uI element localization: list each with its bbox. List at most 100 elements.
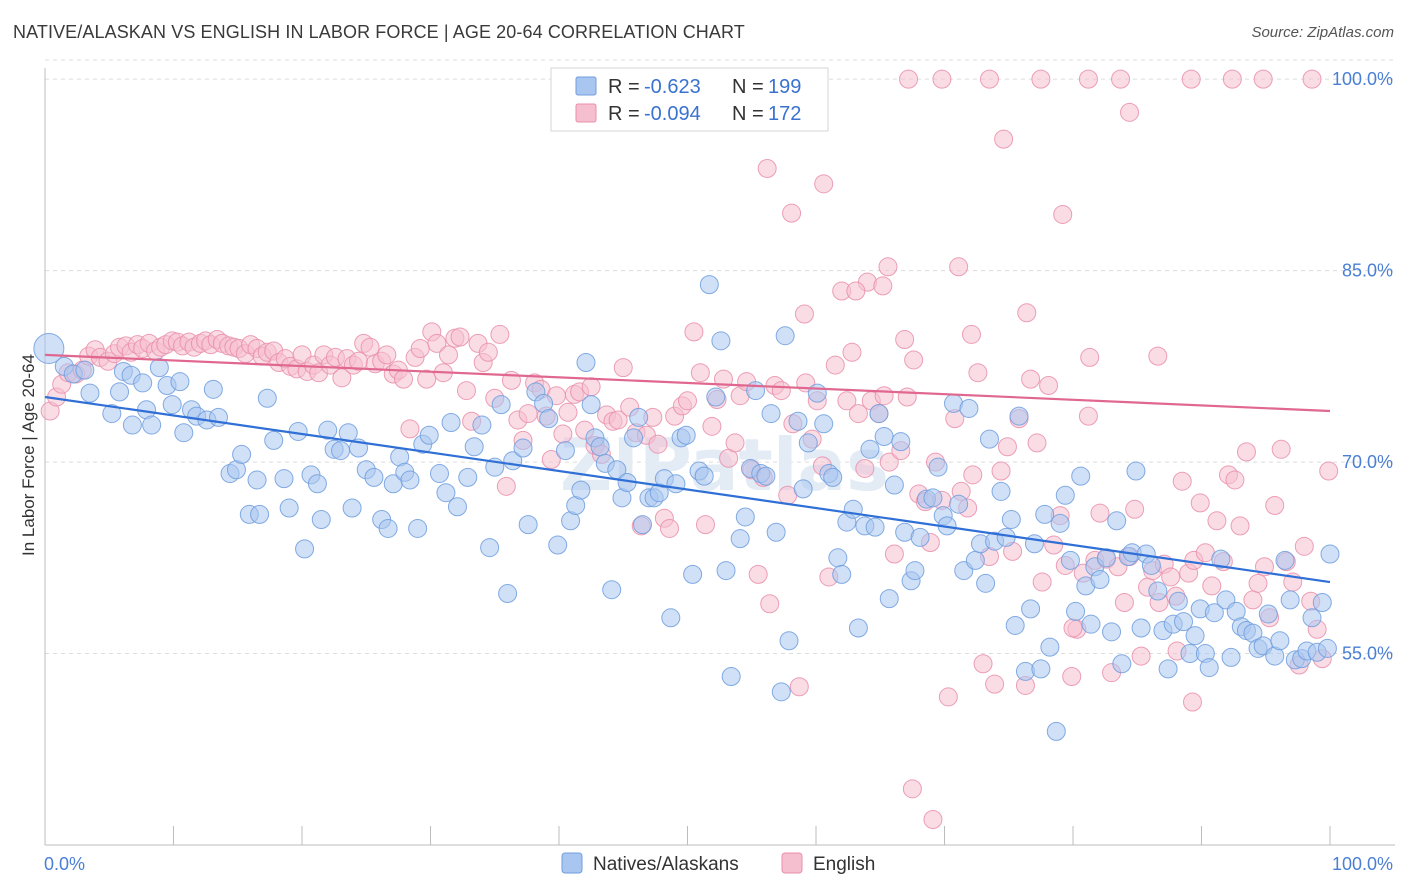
native-point <box>865 517 885 537</box>
native-point <box>959 398 979 418</box>
english-point <box>842 342 862 362</box>
native-point <box>1071 466 1091 486</box>
native-point <box>661 608 681 628</box>
english-point <box>410 338 430 358</box>
native-point <box>843 499 863 519</box>
english-point <box>895 330 915 350</box>
native-point <box>75 360 95 380</box>
legend-n-label: N = <box>732 76 764 98</box>
native-point <box>539 409 559 429</box>
native-point <box>735 507 755 527</box>
english-point <box>1190 493 1210 513</box>
english-point <box>878 257 898 277</box>
english-point <box>848 404 868 424</box>
native-point <box>602 580 622 600</box>
legend-n-value: 172 <box>768 103 801 125</box>
native-point <box>1035 504 1055 524</box>
english-point <box>884 544 904 564</box>
legend-swatch-native <box>575 76 597 96</box>
english-point <box>1271 439 1291 459</box>
native-point <box>694 466 714 486</box>
native-point <box>746 381 766 401</box>
native-point <box>364 467 384 487</box>
english-point <box>1253 69 1273 89</box>
native-point <box>1050 513 1070 533</box>
native-point <box>1158 659 1178 679</box>
english-point <box>1183 692 1203 712</box>
english-point <box>417 369 437 389</box>
english-point <box>1161 567 1181 587</box>
native-point <box>1211 549 1231 569</box>
english-point <box>1044 535 1064 555</box>
native-point <box>513 438 533 458</box>
native-point <box>1317 638 1337 658</box>
native-point <box>203 379 223 399</box>
native-point <box>711 331 731 351</box>
english-point <box>541 450 561 470</box>
english-point <box>949 257 969 277</box>
english-point <box>496 476 516 496</box>
native-point <box>331 441 351 461</box>
english-point <box>897 387 917 407</box>
native-point <box>250 504 270 524</box>
native-point <box>102 404 122 424</box>
native-point <box>828 548 848 568</box>
english-point <box>757 158 777 178</box>
english-point <box>1302 69 1322 89</box>
native-point <box>1060 550 1080 570</box>
english-point <box>846 281 866 301</box>
english-point <box>1053 204 1073 224</box>
english-point <box>904 350 924 370</box>
native-point <box>80 383 100 403</box>
native-point <box>766 522 786 542</box>
native-point <box>699 275 719 295</box>
y-axis-label: In Labor Force | Age 20-64 <box>19 354 38 556</box>
native-point <box>633 515 653 535</box>
english-point <box>394 369 414 389</box>
native-point <box>1148 581 1168 601</box>
native-point <box>311 510 331 530</box>
native-point <box>174 423 194 443</box>
native-point <box>869 404 889 424</box>
native-point <box>576 353 596 373</box>
english-point <box>1319 461 1339 481</box>
native-point <box>910 527 930 547</box>
english-point <box>478 342 498 362</box>
english-point <box>879 452 899 472</box>
native-point <box>307 474 327 494</box>
english-point <box>1063 618 1083 638</box>
english-point <box>1062 667 1082 687</box>
native-point <box>1102 622 1122 642</box>
english-point <box>725 433 745 453</box>
native-point <box>518 515 538 535</box>
english-point <box>581 377 601 397</box>
english-point <box>997 437 1017 457</box>
native-point <box>436 483 456 503</box>
native-point <box>976 573 996 593</box>
bottom-legend-swatch-english <box>781 852 803 874</box>
legend: R = -0.623 N = 199 R = -0.094 N = 172 <box>550 67 829 132</box>
native-point <box>1275 550 1295 570</box>
native-point <box>133 373 153 393</box>
english-point <box>968 363 988 383</box>
legend-r-label: R = <box>608 103 640 125</box>
native-point <box>874 427 894 447</box>
points <box>33 69 1340 829</box>
native-point <box>419 425 439 445</box>
native-point <box>232 444 252 464</box>
native-point <box>775 326 795 346</box>
native-point <box>149 358 169 378</box>
english-point <box>979 69 999 89</box>
english-point <box>608 410 628 430</box>
y-tick-label: 100.0% <box>1332 69 1393 89</box>
native-point <box>1021 599 1041 619</box>
x-tick-label: 100.0% <box>1332 854 1393 874</box>
english-point <box>794 304 814 324</box>
native-point <box>408 518 428 538</box>
english-point <box>695 515 715 535</box>
native-point <box>979 429 999 449</box>
native-point <box>590 437 610 457</box>
english-point <box>771 381 791 401</box>
english-point <box>456 381 476 401</box>
native-point <box>891 432 911 452</box>
